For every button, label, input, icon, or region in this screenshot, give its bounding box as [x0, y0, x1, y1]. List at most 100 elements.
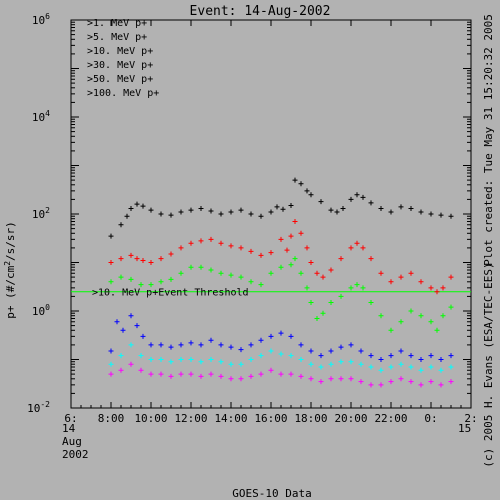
data-point: [408, 308, 414, 314]
date-year: 2002: [62, 448, 89, 461]
data-point: [292, 219, 298, 225]
data-point: [428, 285, 434, 291]
data-point: [148, 357, 154, 362]
data-point: [448, 274, 454, 280]
data-point: [188, 264, 194, 270]
data-point: [218, 270, 224, 276]
data-point: [208, 337, 214, 343]
data-point: [268, 209, 274, 215]
data-point: [284, 247, 290, 253]
data-point: [348, 196, 354, 202]
data-point: [318, 364, 324, 370]
series-2: [108, 256, 454, 333]
data-point: [418, 313, 424, 319]
x-tick-label: 0:: [424, 412, 437, 425]
data-point: [198, 238, 204, 244]
data-point: [218, 211, 224, 217]
data-point: [438, 357, 444, 362]
series-5: [108, 361, 454, 388]
data-point: [308, 299, 314, 305]
legend-entry: >5. MeV p+: [87, 32, 147, 43]
data-point: [248, 279, 254, 285]
data-point: [368, 353, 374, 359]
data-point: [188, 371, 194, 377]
legend-entry: >10. MeV p+: [87, 46, 153, 57]
data-point: [208, 208, 214, 214]
data-point: [178, 371, 184, 377]
data-point: [360, 194, 366, 200]
data-point: [118, 222, 124, 228]
data-point: [338, 376, 344, 382]
data-point: [218, 373, 224, 379]
y-axis-label-tail: /s/sr): [4, 221, 17, 261]
x-tick-label: 18:00: [294, 412, 327, 425]
data-point: [258, 252, 264, 258]
data-point: [118, 367, 124, 373]
data-point: [238, 207, 244, 213]
data-point: [148, 260, 154, 265]
data-point: [304, 285, 310, 291]
data-point: [358, 348, 364, 354]
data-point: [388, 209, 394, 215]
legend-entry: >30. MeV p+: [87, 60, 153, 71]
data-point: [280, 206, 286, 212]
data-point: [118, 274, 124, 280]
data-point: [288, 353, 294, 359]
data-point: [208, 236, 214, 242]
data-point: [328, 376, 334, 382]
data-point: [434, 289, 440, 295]
data-point: [268, 367, 274, 373]
data-point: [108, 348, 114, 354]
data-point: [320, 310, 326, 316]
legend-entry: >1. MeV p+: [87, 18, 147, 29]
data-point: [348, 376, 354, 382]
data-point: [138, 353, 144, 359]
data-point: [120, 327, 126, 333]
data-point: [198, 264, 204, 270]
data-point: [308, 376, 314, 382]
x-tick-label: 16:00: [254, 412, 287, 425]
data-point: [448, 213, 454, 219]
data-point: [178, 342, 184, 348]
data-point: [198, 373, 204, 379]
data-point: [308, 361, 314, 367]
data-point: [278, 330, 284, 336]
data-point: [368, 299, 374, 305]
data-point: [298, 373, 304, 379]
data-point: [438, 382, 444, 388]
data-point: [438, 212, 444, 218]
data-point: [354, 282, 360, 288]
data-point: [348, 359, 354, 365]
data-point: [358, 361, 364, 367]
data-point: [134, 323, 140, 329]
data-point: [308, 260, 314, 265]
data-point: [208, 267, 214, 273]
data-point: [140, 203, 146, 209]
y-tick-label: 100: [32, 303, 50, 318]
data-point: [378, 313, 384, 319]
data-point: [428, 353, 434, 359]
data-point: [168, 373, 174, 379]
data-point: [298, 181, 304, 187]
series-1: [108, 219, 454, 295]
data-point: [218, 240, 224, 246]
data-point: [148, 207, 154, 213]
data-point: [118, 353, 124, 359]
data-point: [334, 209, 340, 215]
data-point: [408, 353, 414, 359]
data-point: [128, 276, 134, 282]
x-tick-label: 12:00: [174, 412, 207, 425]
data-point: [278, 351, 284, 357]
data-point: [418, 279, 424, 285]
data-point: [358, 379, 364, 385]
data-point: [128, 361, 134, 367]
data-point: [388, 279, 394, 285]
data-point: [378, 367, 384, 373]
x-tick-label: 20:00: [334, 412, 367, 425]
data-point: [308, 192, 314, 198]
data-point: [278, 264, 284, 270]
data-point: [318, 199, 324, 205]
series-points: [108, 177, 454, 388]
data-point: [348, 342, 354, 348]
